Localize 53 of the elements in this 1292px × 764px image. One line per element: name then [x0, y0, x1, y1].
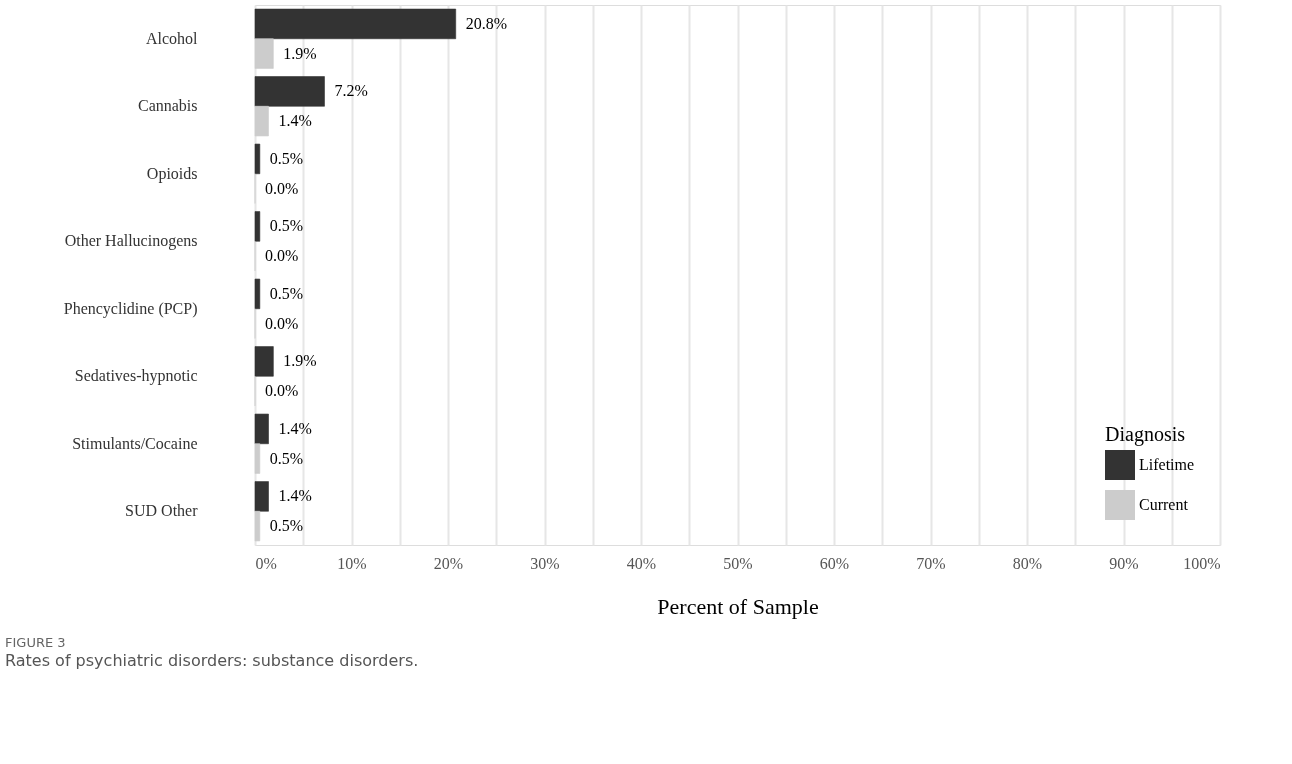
y-tick-label: Phencyclidine (PCP) [63, 299, 198, 318]
data-label: 0.5% [269, 517, 304, 535]
x-tick-label: 60% [819, 554, 850, 572]
y-tick-label: Sedatives-hypnotic [74, 367, 198, 386]
data-label: 0.5% [269, 149, 304, 167]
x-tick-label: 70% [916, 554, 946, 572]
data-label: 0.0% [265, 382, 299, 400]
data-label: 0.0% [265, 247, 299, 265]
x-tick-label: 40% [626, 554, 657, 572]
data-label: 1.4% [278, 112, 312, 130]
data-label: 0.5% [269, 449, 304, 467]
y-tick-label: Alcohol [145, 29, 199, 47]
x-tick-label: 100% [1183, 554, 1221, 572]
data-label: 20.8% [465, 14, 508, 32]
bar [254, 278, 261, 310]
data-label: 7.2% [334, 82, 368, 100]
data-label: 0.5% [269, 284, 304, 302]
data-label: 0.0% [265, 179, 299, 197]
bar [254, 76, 325, 107]
data-label: 1.4% [278, 419, 312, 437]
x-tick-label: 80% [1012, 554, 1043, 572]
x-tick-label: 20% [433, 554, 464, 572]
bar [254, 38, 274, 69]
bar [254, 413, 269, 445]
x-axis-title: Percent of Sample [657, 593, 819, 619]
legend-title: Diagnosis [1105, 423, 1186, 446]
legend-label: Current [1139, 496, 1189, 513]
x-tick-label: 30% [530, 554, 560, 572]
y-tick-label: SUD Other [125, 502, 199, 520]
data-label: 1.9% [283, 352, 317, 370]
text: Rates of psychiatric disorders: substance disorders. [5, 651, 419, 670]
bar [254, 105, 269, 137]
y-tick-label: Stimulants/Cocaine [72, 434, 198, 452]
x-tick-label: 90% [1109, 554, 1139, 572]
legend-label: Lifetime [1139, 456, 1195, 473]
x-tick-label: 50% [723, 554, 753, 572]
y-tick-label: Other Hallucinogens [64, 232, 198, 251]
data-label: 1.9% [283, 44, 317, 62]
bar [254, 8, 457, 40]
bar [254, 346, 274, 377]
bar [254, 510, 261, 542]
bar [254, 481, 269, 512]
data-label: 1.4% [278, 487, 312, 505]
bar [254, 211, 261, 242]
data-label: 0.0% [265, 314, 299, 332]
x-tick-label: 10% [337, 554, 367, 572]
y-tick-label: Cannabis [137, 97, 198, 115]
y-tick-label: Opioids [146, 164, 198, 183]
bar [254, 143, 261, 175]
data-label: 0.5% [269, 217, 304, 235]
bar [254, 443, 261, 474]
x-tick-label: 0% [255, 554, 277, 572]
caption: FIGURE 3 [5, 635, 66, 650]
